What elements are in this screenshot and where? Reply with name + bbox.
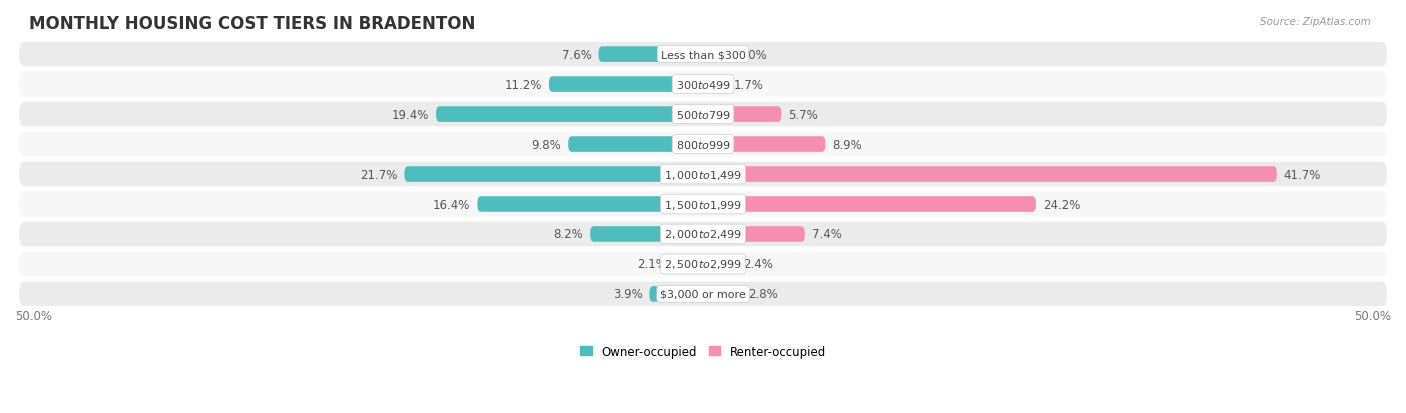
Text: 19.4%: 19.4% [392,108,429,121]
Text: 9.8%: 9.8% [531,138,561,151]
Text: $1,000 to $1,499: $1,000 to $1,499 [664,168,742,181]
FancyBboxPatch shape [599,47,703,63]
FancyBboxPatch shape [591,227,703,242]
Text: 2.8%: 2.8% [748,288,778,301]
FancyBboxPatch shape [703,197,1036,212]
FancyBboxPatch shape [568,137,703,152]
FancyBboxPatch shape [20,133,1386,157]
FancyBboxPatch shape [703,77,727,93]
FancyBboxPatch shape [650,287,703,302]
Text: 7.4%: 7.4% [811,228,842,241]
FancyBboxPatch shape [20,73,1386,97]
Legend: Owner-occupied, Renter-occupied: Owner-occupied, Renter-occupied [575,340,831,363]
FancyBboxPatch shape [703,107,782,123]
Text: 2.4%: 2.4% [742,258,773,271]
Text: $500 to $799: $500 to $799 [675,109,731,121]
Text: $300 to $499: $300 to $499 [675,79,731,91]
FancyBboxPatch shape [20,222,1386,247]
Text: 2.0%: 2.0% [737,48,768,62]
FancyBboxPatch shape [703,167,1277,183]
FancyBboxPatch shape [20,192,1386,217]
FancyBboxPatch shape [703,137,825,152]
Text: 11.2%: 11.2% [505,78,541,91]
FancyBboxPatch shape [673,256,703,272]
Text: 16.4%: 16.4% [433,198,471,211]
Text: 50.0%: 50.0% [15,309,52,322]
FancyBboxPatch shape [405,167,703,183]
Text: 1.7%: 1.7% [734,78,763,91]
Text: 50.0%: 50.0% [1354,309,1391,322]
Text: 24.2%: 24.2% [1043,198,1080,211]
Text: $1,500 to $1,999: $1,500 to $1,999 [664,198,742,211]
Text: 3.9%: 3.9% [613,288,643,301]
FancyBboxPatch shape [548,77,703,93]
Text: 41.7%: 41.7% [1284,168,1322,181]
FancyBboxPatch shape [703,47,731,63]
Text: 8.2%: 8.2% [554,228,583,241]
Text: $2,000 to $2,499: $2,000 to $2,499 [664,228,742,241]
FancyBboxPatch shape [703,227,804,242]
FancyBboxPatch shape [703,287,741,302]
Text: $3,000 or more: $3,000 or more [661,289,745,299]
FancyBboxPatch shape [20,162,1386,187]
FancyBboxPatch shape [20,43,1386,67]
FancyBboxPatch shape [20,102,1386,127]
Text: 5.7%: 5.7% [789,108,818,121]
Text: 21.7%: 21.7% [360,168,398,181]
Text: 8.9%: 8.9% [832,138,862,151]
FancyBboxPatch shape [477,197,703,212]
Text: 7.6%: 7.6% [561,48,592,62]
FancyBboxPatch shape [436,107,703,123]
Text: MONTHLY HOUSING COST TIERS IN BRADENTON: MONTHLY HOUSING COST TIERS IN BRADENTON [28,15,475,33]
Text: Less than $300: Less than $300 [661,50,745,60]
Text: $2,500 to $2,999: $2,500 to $2,999 [664,258,742,271]
FancyBboxPatch shape [703,256,735,272]
Text: Source: ZipAtlas.com: Source: ZipAtlas.com [1260,17,1371,26]
FancyBboxPatch shape [20,252,1386,277]
Text: $800 to $999: $800 to $999 [675,139,731,151]
FancyBboxPatch shape [20,282,1386,306]
Text: 2.1%: 2.1% [637,258,668,271]
